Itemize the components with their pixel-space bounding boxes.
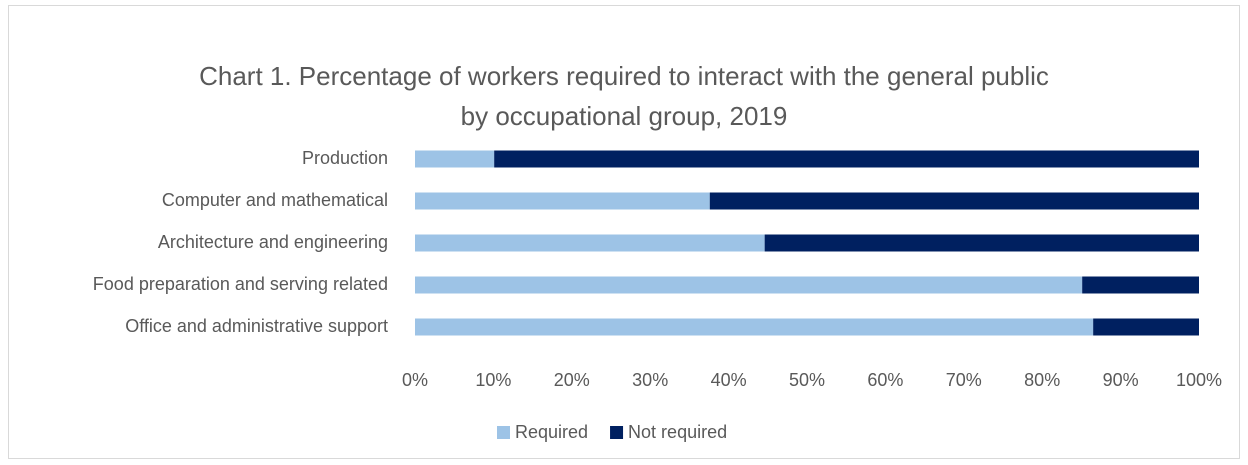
x-tick-label: 100% — [1176, 370, 1222, 390]
x-tick-label: 40% — [711, 370, 747, 390]
chart-border — [8, 5, 1240, 459]
bar-segment — [709, 192, 1199, 210]
bar-segment — [415, 276, 1083, 294]
x-tick-label: 90% — [1103, 370, 1139, 390]
x-tick-label: 0% — [402, 370, 428, 390]
bar-segment — [1093, 318, 1199, 336]
x-tick-label: 20% — [554, 370, 590, 390]
bar-segment — [764, 234, 1199, 252]
legend-label: Not required — [628, 422, 727, 442]
legend-swatch — [610, 426, 624, 439]
bar-segment — [415, 192, 710, 210]
bar-segment — [1082, 276, 1199, 294]
chart-title: Chart 1. Percentage of workers required … — [199, 61, 1049, 91]
y-tick-label: Architecture and engineering — [158, 232, 388, 252]
y-tick-label: Office and administrative support — [125, 316, 388, 336]
legend-swatch — [497, 426, 510, 439]
bar-segment — [415, 318, 1094, 336]
x-tick-label: 30% — [632, 370, 668, 390]
y-tick-label: Production — [302, 148, 388, 168]
x-tick-label: 80% — [1024, 370, 1060, 390]
bar-segment — [415, 150, 495, 168]
x-tick-label: 70% — [946, 370, 982, 390]
x-tick-label: 50% — [789, 370, 825, 390]
chart-title: by occupational group, 2019 — [461, 101, 788, 131]
y-tick-label: Computer and mathematical — [162, 190, 388, 210]
legend-label: Required — [515, 422, 588, 442]
bar-segment — [415, 234, 765, 252]
x-tick-label: 10% — [475, 370, 511, 390]
y-tick-label: Food preparation and serving related — [93, 274, 388, 294]
x-tick-label: 60% — [867, 370, 903, 390]
bar-segment — [494, 150, 1200, 168]
